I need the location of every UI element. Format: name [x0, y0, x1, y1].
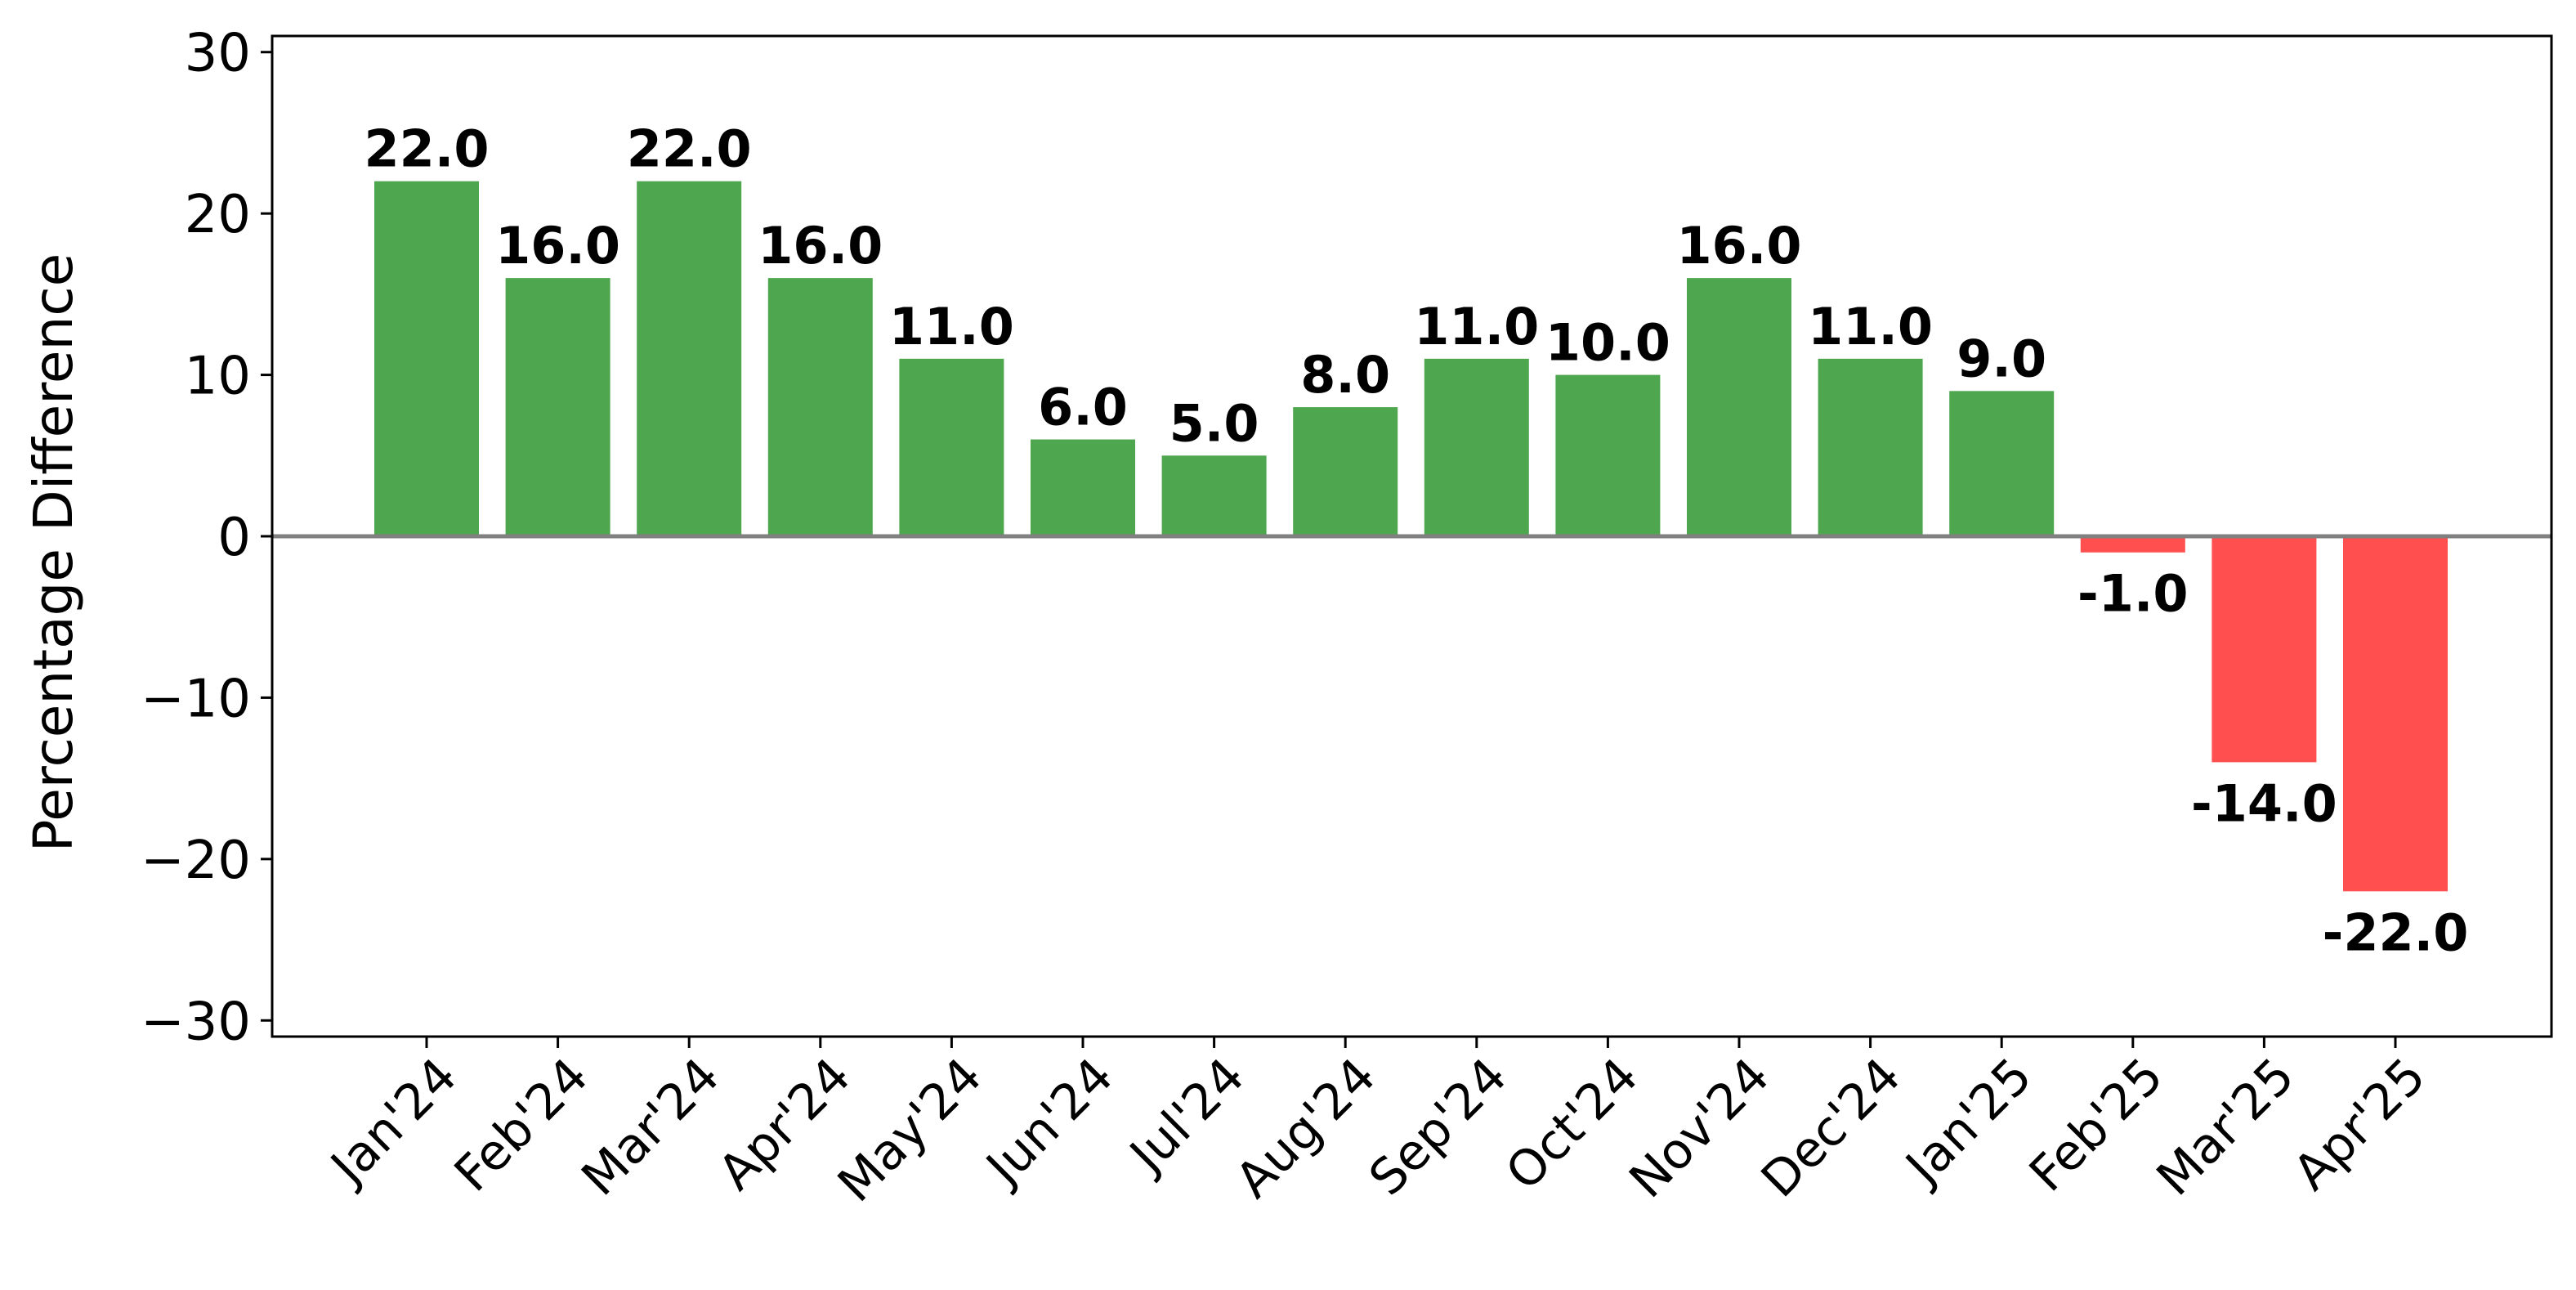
y-tick-label: 30 [185, 24, 251, 84]
bar-value-label: -1.0 [2077, 564, 2189, 624]
x-tick-label: Aug'24 [1225, 1047, 1387, 1209]
bar-value-label: 8.0 [1300, 345, 1390, 405]
bar [767, 278, 873, 536]
bar [505, 278, 610, 536]
bar-value-label: 10.0 [1545, 313, 1670, 373]
bar [1424, 358, 1529, 536]
bar-value-label: -14.0 [2191, 773, 2337, 833]
bar [374, 181, 479, 536]
bar-value-label: 11.0 [1808, 297, 1933, 356]
bar [2212, 536, 2317, 763]
x-tick-label: Feb'24 [444, 1047, 599, 1203]
y-axis: 30 20 10 0 −10 −20 −30 [141, 24, 272, 1052]
x-tick-label: Jun'24 [973, 1047, 1124, 1198]
y-axis-label: Percentage Difference [22, 253, 85, 853]
x-tick-label: Jan'24 [318, 1047, 467, 1197]
bar-value-label: 6.0 [1038, 378, 1128, 437]
y-tick-label: −10 [141, 669, 251, 729]
bar [899, 358, 1004, 536]
x-tick-label: Mar'25 [2146, 1047, 2305, 1207]
bar [1818, 358, 1923, 536]
y-tick-label: −20 [141, 831, 251, 891]
y-tick-label: −30 [141, 992, 251, 1052]
x-tick-label: Feb'25 [2019, 1047, 2174, 1203]
bar [2343, 536, 2448, 892]
bar-value-label: 5.0 [1169, 393, 1259, 453]
bar-value-label: 16.0 [758, 216, 883, 275]
x-tick-label: Nov'24 [1619, 1047, 1781, 1209]
bar [1031, 439, 1135, 536]
bar-value-label: 11.0 [889, 297, 1014, 356]
bar-value-label: 9.0 [1957, 329, 2046, 388]
bars-group [374, 181, 2448, 892]
bar-value-label: 22.0 [364, 119, 490, 179]
bar [637, 181, 742, 536]
bar [1161, 455, 1267, 536]
x-tick-label: Apr'25 [2283, 1047, 2437, 1202]
bar-value-label: 16.0 [495, 216, 620, 275]
y-tick-label: 0 [217, 508, 251, 568]
bar-value-label: 22.0 [627, 119, 752, 179]
x-axis: Jan'24Feb'24Mar'24Apr'24May'24Jun'24Jul'… [318, 1037, 2437, 1213]
x-tick-label: Mar'24 [571, 1047, 731, 1207]
bar [1949, 391, 2055, 536]
bar [1687, 278, 1791, 536]
x-tick-label: May'24 [827, 1047, 993, 1213]
x-tick-label: Sep'24 [1358, 1047, 1518, 1207]
bar-value-labels: 22.016.022.016.011.06.0 5.08.011.0 10.016.… [364, 119, 2469, 963]
bar-value-label: 16.0 [1677, 216, 1802, 275]
bar-value-label: 11.0 [1414, 297, 1539, 356]
x-tick-label: Jan'25 [1893, 1047, 2042, 1197]
x-tick-label: Dec'24 [1751, 1047, 1912, 1208]
bar [1555, 374, 1661, 536]
bar [1293, 407, 1398, 536]
y-tick-label: 10 [185, 347, 251, 407]
x-tick-label: Oct'24 [1495, 1047, 1649, 1202]
bar [2080, 536, 2185, 553]
y-tick-label: 20 [185, 185, 251, 245]
bar-value-label: -22.0 [2323, 903, 2469, 962]
